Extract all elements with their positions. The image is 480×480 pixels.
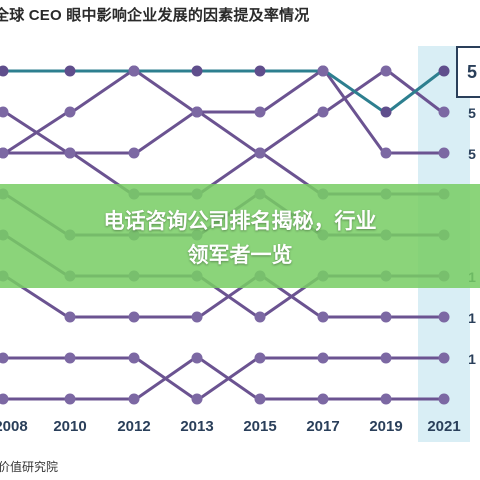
series-line-8 (3, 356, 444, 401)
data-point-s8-2013 (191, 393, 203, 405)
data-point-s9-2008 (0, 393, 9, 405)
data-point-s2-2012 (128, 65, 140, 77)
right-rank-label-3: 5 (468, 146, 476, 162)
banner-text: 电话咨询公司排名揭秘，行业 领军者一览 (30, 204, 450, 272)
x-tick-label-2019: 2019 (369, 418, 402, 435)
data-point-s3-2013 (191, 106, 203, 118)
data-point-s7-2021 (438, 311, 450, 323)
data-point-s2-2017 (317, 106, 329, 118)
chart-title: 全球 CEO 眼中影响企业发展的因素提及率情况 (0, 7, 310, 24)
data-point-s1-2019 (380, 106, 392, 118)
source-note: 价值研究院 (0, 460, 59, 474)
data-point-s9-2013 (191, 352, 203, 364)
data-point-s8-2015 (254, 352, 266, 364)
x-tick-label-2010: 2010 (53, 418, 86, 435)
x-tick-label-2021: 2021 (427, 418, 460, 435)
series-line-9 (3, 356, 444, 401)
data-point-s1-2015 (254, 65, 266, 77)
data-point-s8-2019 (380, 352, 392, 364)
data-point-s9-2019 (380, 393, 392, 405)
data-point-s7-2017 (317, 311, 329, 323)
data-point-s1-2013 (191, 65, 203, 77)
data-point-s7-2019 (380, 311, 392, 323)
x-tick-label-2012: 2012 (117, 418, 150, 435)
data-point-s3-2019 (380, 147, 392, 159)
data-point-s7-2013 (191, 311, 203, 323)
right-rank-label-1: 5 (467, 62, 477, 82)
data-point-s9-2021 (438, 393, 450, 405)
data-point-s2-2010 (64, 106, 76, 118)
data-point-s1-2008 (0, 65, 9, 77)
data-point-s8-2012 (128, 352, 140, 364)
data-point-s9-2017 (317, 393, 329, 405)
data-point-s8-2021 (438, 352, 450, 364)
data-point-s7-2012 (128, 311, 140, 323)
data-point-s9-2015 (254, 393, 266, 405)
data-point-s1-2021 (438, 65, 450, 77)
x-tick-label-2015: 2015 (243, 418, 276, 435)
x-axis-labels: 2008 2010 2012 2013 2015 2017 2019 2021 (0, 418, 461, 435)
x-tick-label-2013: 2013 (180, 418, 213, 435)
data-point-s4-2008 (0, 147, 9, 159)
data-point-s9-2010 (64, 393, 76, 405)
banner-line-1: 电话咨询公司排名揭秘，行业 (103, 209, 377, 233)
data-point-s3-2017 (317, 65, 329, 77)
data-point-s4-2010 (64, 147, 76, 159)
data-point-s4-2015 (254, 147, 266, 159)
data-point-s3-2015 (254, 106, 266, 118)
data-point-s1-2010 (64, 65, 76, 77)
data-point-s3-2021 (438, 147, 450, 159)
data-point-s7-2010 (64, 311, 76, 323)
banner-line-2: 领军者一览 (187, 243, 293, 267)
data-point-s2-2019 (380, 65, 392, 77)
right-rank-label-7: 1 (468, 310, 476, 326)
data-point-s8-2008 (0, 352, 9, 364)
data-point-s6-2015 (254, 311, 266, 323)
data-point-s9-2012 (128, 393, 140, 405)
data-point-s3-2008 (0, 106, 9, 118)
x-tick-label-2008: 2008 (0, 418, 28, 435)
data-point-s8-2010 (64, 352, 76, 364)
data-point-s2-2021 (438, 106, 450, 118)
x-tick-label-2017: 2017 (306, 418, 339, 435)
title-banner (0, 184, 480, 288)
series-line-1 (3, 69, 444, 114)
data-point-s8-2017 (317, 352, 329, 364)
right-rank-label-8: 1 (468, 351, 476, 367)
top-rank-box (456, 46, 480, 98)
right-rank-label-2: 5 (468, 105, 476, 121)
data-point-s3-2012 (128, 147, 140, 159)
